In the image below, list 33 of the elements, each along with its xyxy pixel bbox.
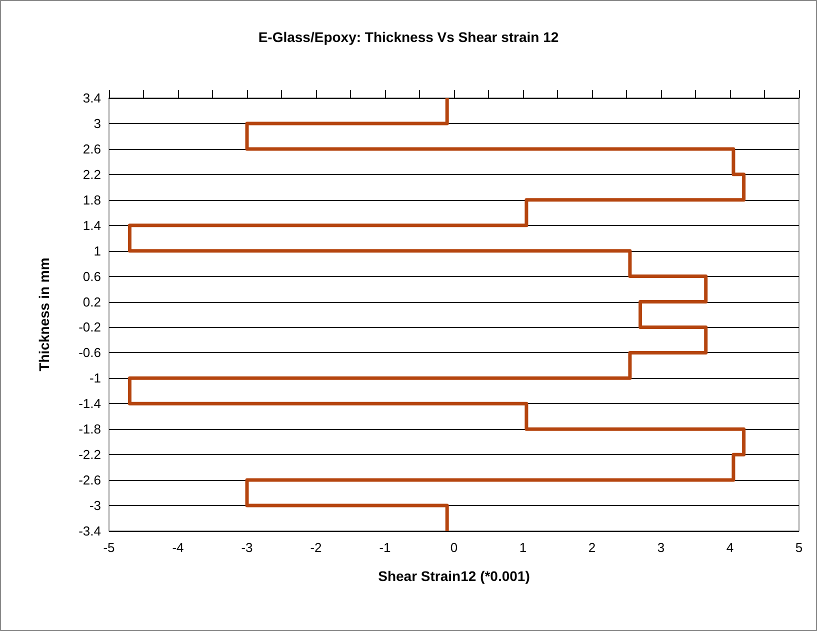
x-tick-label: -2 xyxy=(310,540,322,555)
x-tick-label: -5 xyxy=(103,540,115,555)
y-axis-title: Thickness in mm xyxy=(36,258,52,372)
x-tick-label: 5 xyxy=(795,540,803,555)
x-tick-label: -4 xyxy=(172,540,184,555)
y-tick-label: 1.4 xyxy=(82,218,101,233)
y-tick-label: 1 xyxy=(94,243,101,258)
x-tick-label: -1 xyxy=(379,540,391,555)
y-tick-label: -1.4 xyxy=(78,396,101,412)
y-tick-label: 0.6 xyxy=(82,268,101,284)
chart-title: E-Glass/Epoxy: Thickness Vs Shear strain 12 xyxy=(258,29,559,45)
x-axis-title: Shear Strain12 (*0.001) xyxy=(378,568,530,584)
y-tick-label: -0.6 xyxy=(78,345,101,360)
y-tick-label: 1.8 xyxy=(82,192,101,208)
x-tick-label: -3 xyxy=(241,540,253,555)
y-tick-label: -2.6 xyxy=(78,472,101,488)
x-tick-label: 3 xyxy=(657,540,665,555)
x-tick-label: 1 xyxy=(519,540,527,555)
x-tick-label: 4 xyxy=(726,540,734,555)
y-tick-label: -3.4 xyxy=(78,524,101,538)
y-tick-label: -1 xyxy=(89,370,101,386)
y-tick-label: 0.2 xyxy=(82,294,101,310)
y-tick-label: 2.2 xyxy=(82,166,101,182)
y-tick-label: 3 xyxy=(94,116,101,131)
line-series xyxy=(128,96,746,533)
y-tick-label: -1.8 xyxy=(78,422,101,437)
y-tick-label: -0.2 xyxy=(78,320,101,335)
y-tick-label: 2.6 xyxy=(82,141,101,156)
y-tick-label: -3 xyxy=(89,498,101,514)
y-tick-label: -2.2 xyxy=(78,447,101,462)
x-tick-label: 2 xyxy=(588,540,596,555)
x-tick-label: 0 xyxy=(450,540,458,555)
y-tick-label: 3.4 xyxy=(82,90,101,106)
